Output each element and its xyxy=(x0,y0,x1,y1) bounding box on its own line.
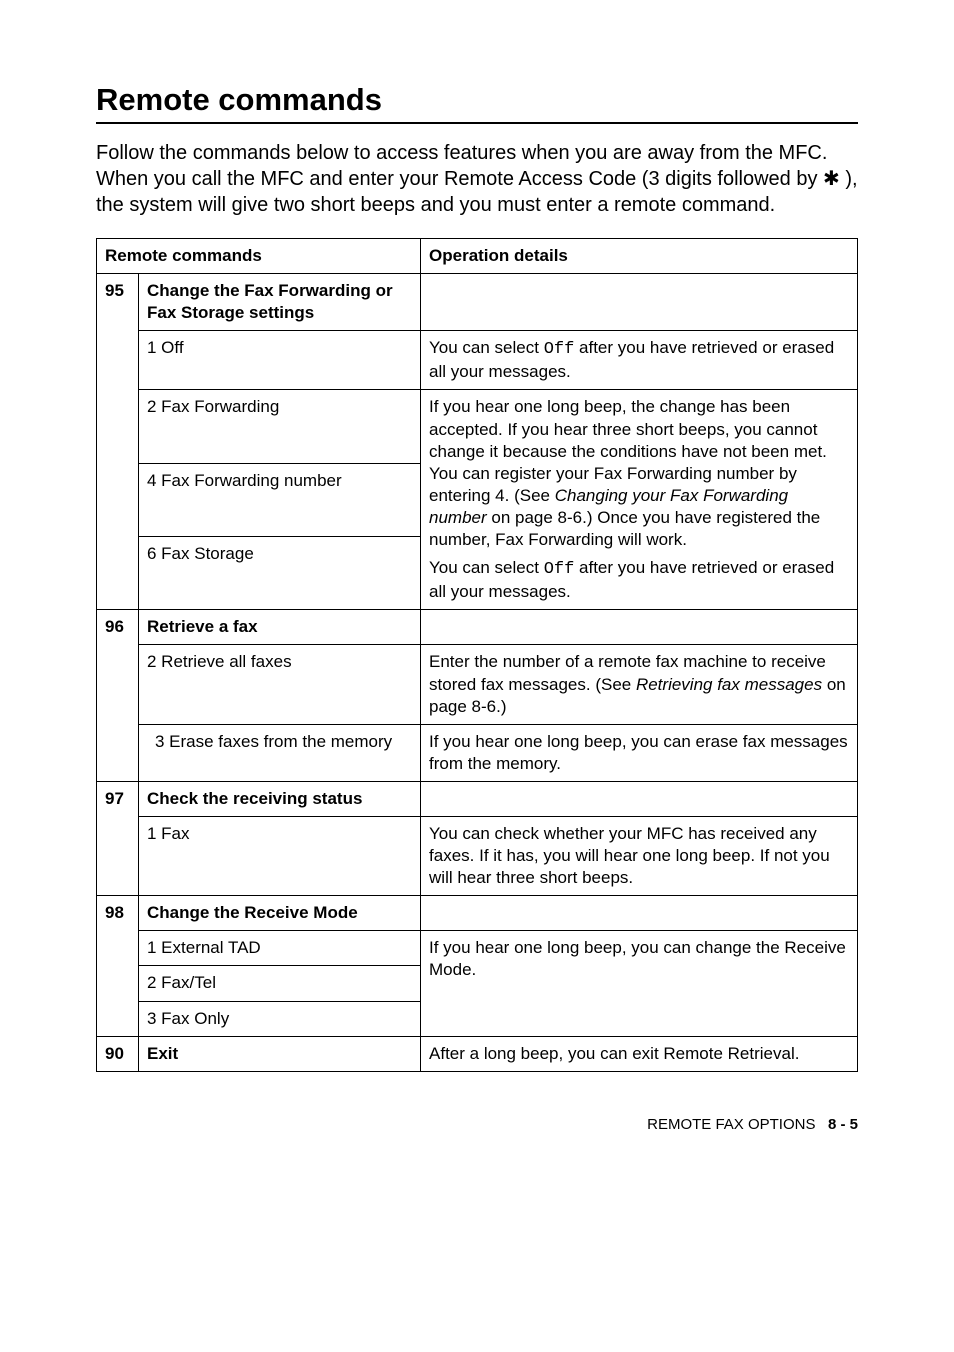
cmd-option: 1 External TAD xyxy=(139,931,421,966)
cmd-option: 1 Fax xyxy=(139,816,421,895)
cmd-title: Change the Receive Mode xyxy=(139,896,421,931)
table-row: 1 External TAD If you hear one long beep… xyxy=(97,931,858,966)
cmd-detail: Enter the number of a remote fax machine… xyxy=(421,645,858,724)
cmd-option: 1 Off xyxy=(139,331,421,390)
cmd-option: 2 Retrieve all faxes xyxy=(139,645,421,724)
cmd-option: 2 Fax Forwarding xyxy=(139,390,421,463)
cmd-detail xyxy=(421,610,858,645)
cmd-code: 95 xyxy=(97,274,139,610)
cmd-code: 97 xyxy=(97,781,139,895)
cmd-title: Change the Fax Forwarding or Fax Storage… xyxy=(139,274,421,331)
cmd-option: 3 Erase faxes from the memory xyxy=(139,724,421,781)
cmd-detail xyxy=(421,274,858,331)
cmd-title: Check the receiving status xyxy=(139,781,421,816)
cmd-option: 3 Fax Only xyxy=(139,1001,421,1036)
table-row: 96 Retrieve a fax xyxy=(97,610,858,645)
cmd-code: 96 xyxy=(97,610,139,782)
section-heading: Remote commands xyxy=(96,82,858,118)
intro-paragraph: Follow the commands below to access feat… xyxy=(96,140,858,218)
detail-text: You can select xyxy=(429,338,544,357)
detail-text: You can select xyxy=(429,558,544,577)
cmd-detail: If you hear one long beep, the change ha… xyxy=(421,390,858,610)
heading-rule xyxy=(96,122,858,124)
th-commands: Remote commands xyxy=(97,239,421,274)
table-row: 97 Check the receiving status xyxy=(97,781,858,816)
cmd-title: Retrieve a fax xyxy=(139,610,421,645)
table-row: 2 Retrieve all faxes Enter the number of… xyxy=(97,645,858,724)
detail-text: on page 8-6.) Once you have registered t… xyxy=(429,508,820,549)
cmd-detail: You can check whether your MFC has recei… xyxy=(421,816,858,895)
cmd-option: 6 Fax Storage xyxy=(139,537,421,610)
cmd-title: Exit xyxy=(139,1036,421,1071)
italic-ref: Retrieving fax messages xyxy=(636,675,822,694)
table-row: 3 Erase faxes from the memory If you hea… xyxy=(97,724,858,781)
star-icon: ✱ xyxy=(823,168,840,190)
th-details: Operation details xyxy=(421,239,858,274)
cmd-detail xyxy=(421,896,858,931)
page-footer: REMOTE FAX OPTIONS 8 - 5 xyxy=(96,1116,858,1133)
footer-page-number: 8 - 5 xyxy=(828,1116,858,1133)
cmd-detail: After a long beep, you can exit Remote R… xyxy=(421,1036,858,1071)
commands-table: Remote commands Operation details 95 Cha… xyxy=(96,238,858,1072)
mono-text: Off xyxy=(544,560,575,579)
cmd-code: 98 xyxy=(97,896,139,1036)
table-row: 1 Off You can select Off after you have … xyxy=(97,331,858,390)
table-row: 95 Change the Fax Forwarding or Fax Stor… xyxy=(97,274,858,331)
table-row: 2 Fax Forwarding If you hear one long be… xyxy=(97,390,858,463)
cmd-detail: If you hear one long beep, you can erase… xyxy=(421,724,858,781)
cmd-detail: You can select Off after you have retrie… xyxy=(421,331,858,390)
cmd-detail: If you hear one long beep, you can chang… xyxy=(421,931,858,1036)
cmd-option: 4 Fax Forwarding number xyxy=(139,463,421,536)
table-header-row: Remote commands Operation details xyxy=(97,239,858,274)
table-row: 98 Change the Receive Mode xyxy=(97,896,858,931)
page-container: Remote commands Follow the commands belo… xyxy=(0,0,954,1183)
table-row: 1 Fax You can check whether your MFC has… xyxy=(97,816,858,895)
intro-text-1: Follow the commands below to access feat… xyxy=(96,142,827,190)
cmd-option: 2 Fax/Tel xyxy=(139,966,421,1001)
footer-section: REMOTE FAX OPTIONS xyxy=(647,1116,815,1133)
mono-text: Off xyxy=(544,340,575,359)
cmd-detail xyxy=(421,781,858,816)
spacer xyxy=(429,551,849,557)
cmd-code: 90 xyxy=(97,1036,139,1071)
table-row: 90 Exit After a long beep, you can exit … xyxy=(97,1036,858,1071)
